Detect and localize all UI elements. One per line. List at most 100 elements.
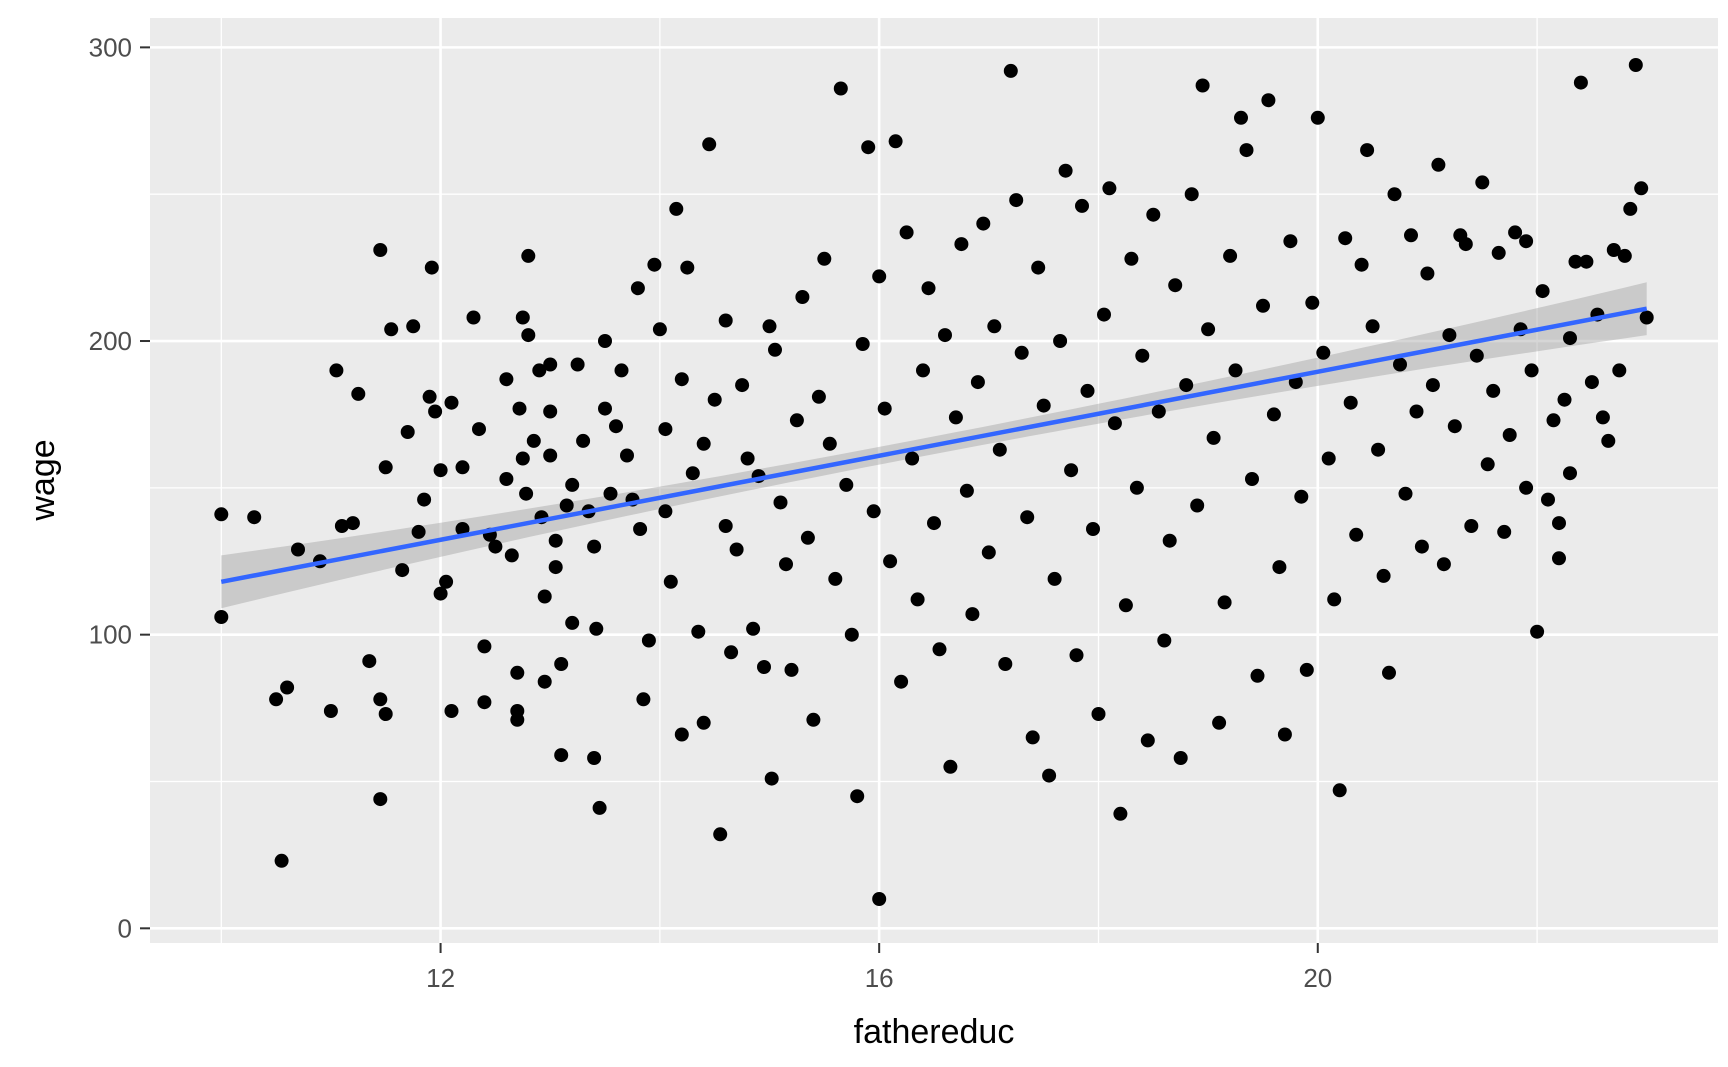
data-point bbox=[1299, 662, 1314, 677]
data-point bbox=[1524, 363, 1539, 378]
data-point bbox=[521, 328, 536, 343]
data-point bbox=[269, 692, 284, 707]
data-point bbox=[1343, 395, 1358, 410]
data-point bbox=[855, 337, 870, 351]
data-point bbox=[1190, 498, 1205, 513]
data-point bbox=[938, 328, 952, 343]
data-point bbox=[779, 557, 793, 572]
data-point bbox=[943, 759, 958, 774]
data-point bbox=[1321, 451, 1336, 466]
data-point bbox=[784, 662, 799, 677]
data-point bbox=[740, 451, 755, 466]
data-point bbox=[598, 334, 612, 348]
data-point bbox=[696, 715, 711, 730]
data-point bbox=[439, 574, 454, 589]
data-point bbox=[526, 433, 541, 448]
data-point bbox=[433, 463, 448, 478]
data-point bbox=[927, 516, 941, 531]
data-point bbox=[570, 357, 585, 372]
data-point bbox=[274, 853, 289, 868]
data-point bbox=[1568, 254, 1583, 269]
data-point bbox=[1639, 310, 1654, 325]
data-point bbox=[633, 522, 648, 536]
axis-ticks bbox=[140, 46, 1319, 953]
data-point bbox=[1157, 633, 1172, 648]
data-point bbox=[658, 422, 673, 437]
data-point bbox=[543, 448, 558, 463]
y-tick-label: 0 bbox=[118, 913, 132, 943]
data-point bbox=[674, 372, 689, 387]
data-point bbox=[1447, 419, 1462, 434]
data-point bbox=[998, 657, 1013, 671]
data-point bbox=[589, 621, 604, 636]
data-point bbox=[674, 727, 689, 742]
data-point bbox=[444, 395, 459, 410]
data-point bbox=[839, 477, 854, 492]
data-point bbox=[1442, 328, 1457, 343]
data-point bbox=[1162, 533, 1177, 548]
data-point bbox=[866, 504, 881, 519]
data-point bbox=[1003, 63, 1018, 78]
data-point bbox=[888, 134, 903, 149]
fit-line bbox=[220, 306, 1648, 585]
data-point bbox=[1552, 516, 1566, 531]
data-point bbox=[1245, 472, 1259, 486]
data-point bbox=[641, 633, 656, 648]
data-point bbox=[406, 319, 421, 334]
data-point bbox=[905, 451, 920, 466]
data-point bbox=[554, 748, 569, 763]
data-point bbox=[735, 378, 750, 393]
data-point bbox=[1086, 522, 1100, 536]
data-point bbox=[1124, 251, 1139, 266]
data-point bbox=[384, 322, 399, 337]
data-point bbox=[652, 322, 667, 337]
data-point bbox=[1212, 715, 1227, 730]
data-point bbox=[1420, 266, 1435, 281]
data-point bbox=[1064, 463, 1079, 478]
data-point bbox=[444, 704, 459, 718]
data-point bbox=[334, 519, 349, 533]
data-point bbox=[504, 548, 519, 563]
data-point bbox=[1371, 442, 1386, 457]
major-gridlines bbox=[150, 18, 1718, 943]
data-point bbox=[510, 712, 525, 727]
data-point bbox=[1382, 665, 1396, 680]
data-point bbox=[1058, 163, 1073, 178]
data-point bbox=[291, 542, 305, 557]
data-point bbox=[1277, 727, 1292, 742]
data-point bbox=[1519, 480, 1534, 495]
data-point bbox=[214, 507, 229, 522]
data-point bbox=[519, 486, 534, 501]
data-point bbox=[1097, 307, 1111, 322]
data-point bbox=[1239, 143, 1254, 158]
data-point bbox=[822, 436, 837, 451]
data-point bbox=[1393, 357, 1407, 372]
data-point bbox=[1075, 198, 1089, 213]
data-point bbox=[373, 243, 388, 257]
data-point bbox=[861, 140, 876, 155]
data-point bbox=[1552, 551, 1566, 566]
data-point bbox=[647, 257, 662, 272]
data-point bbox=[1464, 519, 1479, 533]
data-point bbox=[1168, 278, 1183, 293]
data-point bbox=[1612, 363, 1627, 378]
data-point bbox=[1228, 363, 1243, 378]
data-point bbox=[883, 554, 898, 569]
data-point bbox=[1025, 730, 1040, 745]
data-point bbox=[987, 319, 1002, 334]
data-point bbox=[1261, 93, 1276, 108]
data-point bbox=[548, 533, 563, 548]
data-point bbox=[1036, 398, 1051, 413]
data-point bbox=[1404, 228, 1418, 243]
data-point bbox=[323, 704, 338, 718]
data-point bbox=[1360, 143, 1375, 158]
data-point bbox=[1316, 345, 1331, 360]
data-point bbox=[1606, 243, 1621, 257]
data-point bbox=[1530, 624, 1545, 639]
data-point bbox=[1135, 348, 1150, 363]
data-point bbox=[806, 712, 821, 727]
data-point bbox=[411, 524, 426, 539]
data-point bbox=[1469, 348, 1484, 363]
data-point bbox=[954, 237, 969, 252]
data-point bbox=[1398, 486, 1413, 501]
